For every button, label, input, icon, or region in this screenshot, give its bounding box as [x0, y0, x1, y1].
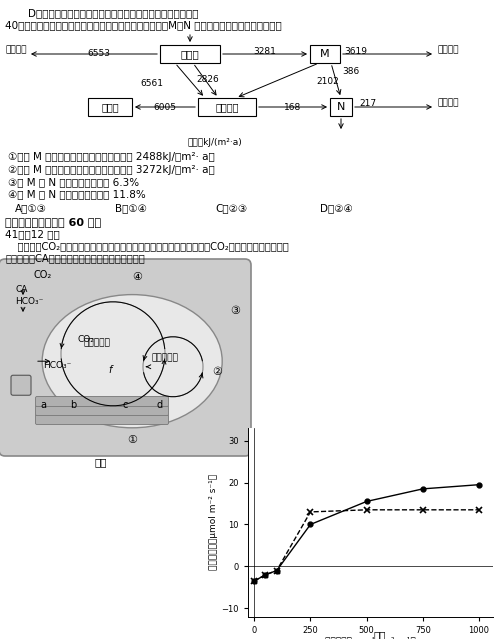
Bar: [160, 45, 220, 63]
野生株: [420, 485, 426, 493]
Text: a: a: [40, 400, 46, 410]
CA 缺失株: [274, 567, 280, 574]
Text: ①图中 M 用于生长、发育和繁殖的能量为 2488kJ/（m²· a）: ①图中 M 用于生长、发育和繁殖的能量为 2488kJ/（m²· a）: [8, 152, 215, 162]
Text: D．②④: D．②④: [320, 203, 353, 213]
Text: ④由 M 到 N 的能量传递效率为 11.8%: ④由 M 到 N 的能量传递效率为 11.8%: [8, 189, 146, 199]
Bar: [310, 45, 340, 63]
野生株: [476, 481, 482, 489]
Text: 三碳化合物: 三碳化合物: [152, 353, 178, 362]
Text: 二、非选择题：（共 60 分）: 二、非选择题：（共 60 分）: [5, 217, 101, 227]
Text: c: c: [122, 400, 128, 410]
Text: d: d: [157, 400, 163, 410]
Text: 2102: 2102: [316, 77, 339, 86]
FancyBboxPatch shape: [36, 406, 168, 415]
Text: 图甲: 图甲: [95, 457, 107, 467]
Text: CA: CA: [15, 286, 28, 295]
Text: CO₂: CO₂: [33, 270, 52, 280]
FancyBboxPatch shape: [0, 259, 251, 456]
Text: 呼吸作用: 呼吸作用: [437, 45, 458, 54]
Text: ④: ④: [132, 272, 142, 282]
Text: CO₂: CO₂: [77, 335, 94, 344]
Text: 168: 168: [284, 102, 302, 111]
CA 缺失株: [364, 506, 370, 514]
野生株: [274, 567, 280, 574]
Text: HCO₃⁻: HCO₃⁻: [43, 360, 72, 369]
Text: 3619: 3619: [344, 47, 368, 56]
Y-axis label: 净光合速率（μmol m⁻² s⁻¹）: 净光合速率（μmol m⁻² s⁻¹）: [209, 474, 218, 571]
FancyBboxPatch shape: [36, 415, 168, 424]
Line: 野生株: 野生株: [252, 482, 482, 583]
Text: B．①④: B．①④: [115, 203, 147, 213]
Text: b: b: [70, 400, 76, 410]
Text: C．②③: C．②③: [215, 203, 247, 213]
Text: 6561: 6561: [140, 79, 163, 88]
Text: A．①③: A．①③: [15, 203, 47, 213]
CA 缺失株: [420, 506, 426, 514]
Text: M: M: [320, 49, 330, 59]
X-axis label: 光照强度（μmol m⁻² s⁻¹）: 光照强度（μmol m⁻² s⁻¹）: [324, 638, 416, 639]
Text: 3281: 3281: [254, 47, 276, 56]
CA 缺失株: [262, 571, 268, 578]
Text: 图甲: 图甲: [374, 630, 386, 639]
Bar: [330, 98, 352, 116]
Text: ②: ②: [212, 367, 222, 377]
Text: 遗体残骸: 遗体残骸: [215, 102, 239, 112]
Text: 2826: 2826: [196, 75, 219, 84]
Text: 386: 386: [342, 66, 359, 75]
Line: CA 缺失株: CA 缺失株: [251, 506, 482, 585]
Bar: [198, 98, 256, 116]
野生株: [262, 571, 268, 578]
CA 缺失株: [308, 508, 314, 516]
野生株: [251, 577, 257, 585]
Text: ①: ①: [127, 435, 137, 445]
Text: ②图中 M 用于生长、发育和繁殖的能量为 3272kJ/（m²· a）: ②图中 M 用于生长、发育和繁殖的能量为 3272kJ/（m²· a）: [8, 165, 215, 175]
FancyBboxPatch shape: [36, 397, 168, 406]
Ellipse shape: [42, 295, 222, 427]
Text: 单位：kJ/(m²·a): 单位：kJ/(m²·a): [188, 138, 243, 147]
Text: 6553: 6553: [88, 49, 110, 59]
野生株: [364, 498, 370, 505]
Text: 生产者: 生产者: [180, 49, 200, 59]
Text: ③由 M 到 N 的能量传递效率为 6.3%: ③由 M 到 N 的能量传递效率为 6.3%: [8, 177, 139, 187]
Text: HCO₃⁻: HCO₃⁻: [15, 298, 44, 307]
野生株: [308, 521, 314, 528]
Text: D．建立自然保护区属于易地保护，是保护绿孔雀的有效措施: D．建立自然保护区属于易地保护，是保护绿孔雀的有效措施: [28, 8, 198, 18]
FancyBboxPatch shape: [11, 375, 31, 396]
Text: 五碳化合物: 五碳化合物: [84, 338, 110, 347]
Text: ③: ③: [230, 306, 240, 316]
Text: N: N: [337, 102, 345, 112]
CA 缺失株: [476, 506, 482, 514]
Text: 6005: 6005: [154, 102, 176, 111]
Text: f: f: [108, 365, 112, 375]
Text: 碳酸酐酶（CA）起到了至关重要的作用，如图甲。: 碳酸酐酶（CA）起到了至关重要的作用，如图甲。: [5, 253, 145, 263]
Text: 环境中的CO₂浓度、湿度、温度等条件均会影响植物的光合作用。胞外CO₂进入叶绿体的过程中，: 环境中的CO₂浓度、湿度、温度等条件均会影响植物的光合作用。胞外CO₂进入叶绿体…: [5, 241, 289, 251]
Text: 41．（12 分）: 41．（12 分）: [5, 229, 60, 239]
Text: 呼吸作用: 呼吸作用: [5, 45, 26, 54]
Text: 分解者: 分解者: [101, 102, 119, 112]
Text: 40．下图为某海水立体养殖生态系统的能量流动示意图，M、N 表示营养级。下列计算正确的是: 40．下图为某海水立体养殖生态系统的能量流动示意图，M、N 表示营养级。下列计算…: [5, 20, 282, 30]
Text: 217: 217: [360, 100, 376, 109]
Text: 呼吸作用: 呼吸作用: [437, 98, 458, 107]
Bar: [88, 98, 132, 116]
CA 缺失株: [251, 577, 257, 585]
